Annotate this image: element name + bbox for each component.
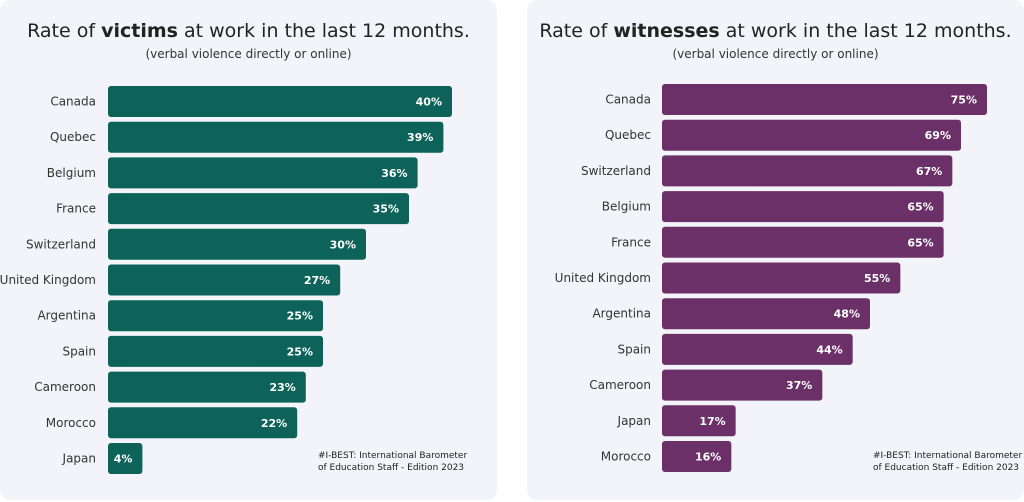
- value-label: 25%: [287, 345, 313, 358]
- category-label: Japan: [617, 414, 651, 428]
- category-label: Argentina: [592, 307, 651, 321]
- bar-cameroon: [662, 369, 823, 401]
- category-label: Quebec: [50, 130, 96, 144]
- category-label: Cameroon: [589, 378, 651, 392]
- chart-subtitle: (verbal violence directly or online): [672, 47, 879, 61]
- bar-france: [108, 193, 409, 225]
- bar-switzerland: [662, 155, 953, 187]
- bar-united-kingdom: [662, 262, 901, 294]
- bar-switzerland: [108, 228, 366, 260]
- bar-spain: [108, 335, 323, 367]
- category-label: Japan: [62, 452, 96, 466]
- witnesses-chart-panel: Rate of witnesses at work in the last 12…: [527, 0, 1024, 500]
- chart-subtitle: (verbal violence directly or online): [145, 47, 352, 61]
- category-label: Morocco: [601, 450, 651, 464]
- value-label: 67%: [916, 165, 942, 178]
- category-label: Switzerland: [26, 237, 96, 251]
- value-label: 22%: [261, 417, 287, 430]
- source-note: #I-BEST: International Barometer of Educ…: [318, 451, 468, 473]
- value-label: 35%: [373, 203, 399, 216]
- bar-japan: [662, 405, 736, 437]
- bar-canada: [108, 86, 452, 117]
- category-label: France: [56, 202, 96, 216]
- victims-bar-plot: Canada 40% Quebec 39% Belgium 36% France 35% Swi…: [0, 86, 452, 474]
- value-label: 30%: [330, 238, 356, 251]
- category-label: Belgium: [602, 200, 651, 214]
- category-label: Switzerland: [581, 164, 651, 178]
- value-label: 17%: [699, 415, 725, 428]
- bar-argentina: [662, 298, 870, 330]
- category-label: Morocco: [46, 416, 96, 430]
- value-label: 75%: [951, 94, 977, 107]
- value-label: 40%: [416, 96, 442, 109]
- value-label: 65%: [907, 201, 933, 214]
- bar-morocco: [662, 441, 732, 472]
- category-label: Spain: [62, 344, 96, 358]
- chart-title: Rate of witnesses at work in the last 12…: [539, 20, 1012, 42]
- category-label: United Kingdom: [555, 271, 651, 285]
- bar-france: [662, 226, 944, 258]
- category-label: Canada: [50, 95, 96, 109]
- source-note: #I-BEST: International Barometer of Educ…: [873, 451, 1023, 473]
- bar-united-kingdom: [108, 264, 341, 296]
- bar-belgium: [662, 191, 944, 223]
- value-label: 25%: [287, 310, 313, 323]
- category-label: Quebec: [605, 128, 651, 142]
- bar-morocco: [108, 407, 298, 439]
- witnesses-bar-plot: Canada 75% Quebec 69% Switzerland 67% Belgium 6…: [555, 84, 987, 472]
- value-label: 48%: [834, 308, 860, 321]
- victims-chart-panel: Rate of victims at work in the last 12 m…: [0, 0, 497, 500]
- category-label: Cameroon: [34, 380, 96, 394]
- value-label: 39%: [407, 131, 433, 144]
- value-label: 4%: [114, 453, 133, 466]
- chart-title: Rate of victims at work in the last 12 m…: [27, 20, 470, 42]
- value-label: 16%: [695, 451, 721, 464]
- bar-argentina: [108, 300, 323, 332]
- category-label: Argentina: [37, 309, 96, 323]
- value-label: 44%: [816, 343, 842, 356]
- category-label: France: [611, 235, 651, 249]
- value-label: 36%: [381, 167, 407, 180]
- bar-spain: [662, 333, 853, 365]
- category-label: Spain: [617, 342, 651, 356]
- bar-canada: [662, 84, 987, 115]
- bar-cameroon: [108, 371, 306, 403]
- bar-japan: [108, 443, 143, 474]
- bar-quebec: [108, 121, 444, 153]
- value-label: 69%: [925, 129, 951, 142]
- value-label: 23%: [269, 381, 295, 394]
- value-label: 55%: [864, 272, 890, 285]
- bar-quebec: [662, 119, 961, 151]
- value-label: 37%: [786, 379, 812, 392]
- category-label: Canada: [605, 93, 651, 107]
- category-label: United Kingdom: [0, 273, 96, 287]
- value-label: 65%: [907, 236, 933, 249]
- category-label: Belgium: [47, 166, 96, 180]
- bar-belgium: [108, 157, 418, 189]
- value-label: 27%: [304, 274, 330, 287]
